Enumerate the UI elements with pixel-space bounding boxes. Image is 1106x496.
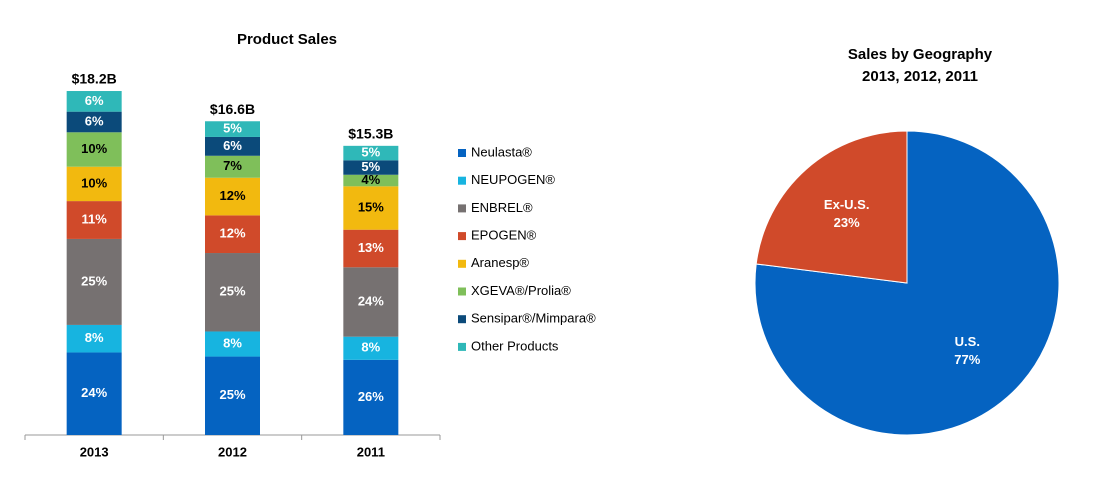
bar-segment <box>66 111 122 133</box>
slice-name: U.S. <box>955 334 980 349</box>
bar-segment <box>205 215 260 254</box>
bar-segment <box>66 166 122 202</box>
segment-label: 5% <box>223 121 242 136</box>
bar-segment <box>205 155 260 178</box>
segment-label: 13% <box>358 240 384 255</box>
pie-slice <box>755 130 908 284</box>
pie-subtitle: 2013, 2012, 2011 <box>862 68 978 85</box>
legend-swatch <box>458 315 466 324</box>
segment-label: 25% <box>219 284 245 299</box>
legend-swatch <box>458 204 466 213</box>
segment-label: 10% <box>81 141 107 156</box>
bar-segment <box>66 324 122 353</box>
bar-segment <box>66 238 122 325</box>
bar-segment <box>205 121 260 137</box>
x-tick-label: 2013 <box>80 444 109 459</box>
bar-segment <box>343 160 399 175</box>
legend-swatch <box>458 149 466 157</box>
legend-swatch <box>458 176 466 185</box>
legend-label: XGEVA®/Prolia® <box>471 283 571 298</box>
bar-title: Product Sales <box>237 31 337 48</box>
bar-segment <box>205 356 260 435</box>
segment-label: 6% <box>223 138 242 153</box>
bar-segment <box>343 186 399 230</box>
segment-label: 8% <box>85 330 104 345</box>
segment-label: 5% <box>361 159 380 174</box>
bar-segment <box>205 331 260 357</box>
bar-segment <box>66 201 122 239</box>
bar-segment <box>66 91 122 112</box>
bar-segment <box>343 359 399 435</box>
legend-label: Neulasta® <box>471 144 532 159</box>
total-label: $15.3B <box>348 126 393 142</box>
segment-label: 8% <box>361 340 380 355</box>
total-label: $16.6B <box>210 101 255 117</box>
segment-label: 8% <box>223 335 242 350</box>
bar-segment <box>205 253 260 332</box>
segment-label: 6% <box>85 113 104 128</box>
legend-swatch <box>458 232 466 241</box>
segment-label: 12% <box>219 188 245 203</box>
segment-label: 5% <box>361 144 380 159</box>
bar-segment <box>205 136 260 156</box>
pie-slice <box>754 130 1060 436</box>
pie-title: Sales by Geography <box>848 46 993 63</box>
bar-segment <box>343 229 399 268</box>
legend-label: Aranesp® <box>471 255 529 270</box>
legend-label: Sensipar®/Mimpara® <box>471 311 596 326</box>
segment-label: 11% <box>82 211 108 226</box>
total-label: $18.2B <box>72 71 117 87</box>
x-tick-label: 2011 <box>357 444 385 459</box>
bar-segment <box>66 352 122 435</box>
segment-label: 6% <box>85 93 104 108</box>
segment-label: 25% <box>81 273 107 288</box>
segment-label: 24% <box>81 385 107 400</box>
legend-label: EPOGEN® <box>471 228 537 243</box>
legend-swatch <box>458 342 466 351</box>
bar-segment <box>66 132 122 167</box>
legend-swatch <box>458 287 466 296</box>
bar-segment <box>343 145 399 161</box>
segment-label: 7% <box>223 158 242 173</box>
segment-label: 15% <box>358 199 384 214</box>
slice-name: Ex-U.S. <box>824 197 870 212</box>
bar-segment <box>343 336 399 360</box>
legend-swatch <box>458 259 466 268</box>
x-tick-label: 2012 <box>218 444 247 459</box>
bar-segment <box>205 177 260 216</box>
legend-label: ENBREL® <box>471 200 533 215</box>
legend-label: Other Products <box>471 338 559 353</box>
slice-value: 23% <box>834 215 860 230</box>
segment-label: 10% <box>81 175 107 190</box>
segment-label: 25% <box>219 387 245 402</box>
segment-label: 24% <box>358 293 384 308</box>
legend-label: NEUPOGEN® <box>471 172 555 187</box>
segment-label: 4% <box>361 172 380 187</box>
segment-label: 26% <box>358 389 384 404</box>
slice-value: 77% <box>954 352 980 367</box>
segment-label: 12% <box>219 226 245 241</box>
bar-segment <box>343 267 399 337</box>
bar-segment <box>343 174 399 187</box>
